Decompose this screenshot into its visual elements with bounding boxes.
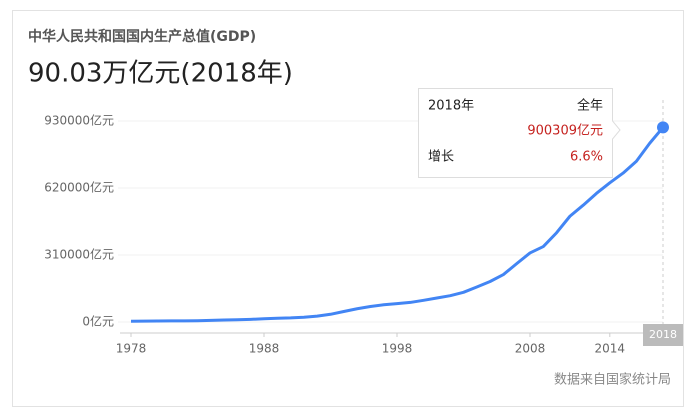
x-tick-label: 2018	[649, 328, 677, 341]
tooltip-title: 2018年	[428, 99, 474, 114]
x-tick-label: 2014	[595, 342, 626, 356]
y-tick-label: 310000亿元	[44, 247, 114, 262]
chart-subtitle: 90.03万亿元(2018年)	[28, 59, 293, 89]
tooltip-growth: 6.6%	[570, 150, 603, 165]
data-point	[657, 121, 669, 134]
chart-title: 中华人民共和国国内生产总值(GDP)	[28, 28, 256, 45]
tooltip-growth-name: 增长	[428, 150, 454, 165]
x-tick-label: 1978	[116, 342, 147, 356]
tooltip-value: 900309亿元	[527, 124, 603, 139]
x-tick-label: 2008	[515, 342, 546, 356]
y-tick-label: 930000亿元	[44, 113, 114, 128]
tooltip-period: 全年	[577, 98, 603, 114]
x-tick-label: 1998	[382, 342, 413, 356]
x-tick-label: 1988	[249, 342, 280, 356]
data-line	[130, 126, 665, 323]
tooltip-box	[418, 88, 621, 178]
source: 数据来自国家统计局	[554, 372, 671, 388]
y-tick-label: 620000亿元	[44, 180, 114, 195]
y-tick-label: 0亿元	[82, 314, 114, 329]
card	[12, 10, 684, 407]
x-tick-highlight	[643, 324, 683, 346]
